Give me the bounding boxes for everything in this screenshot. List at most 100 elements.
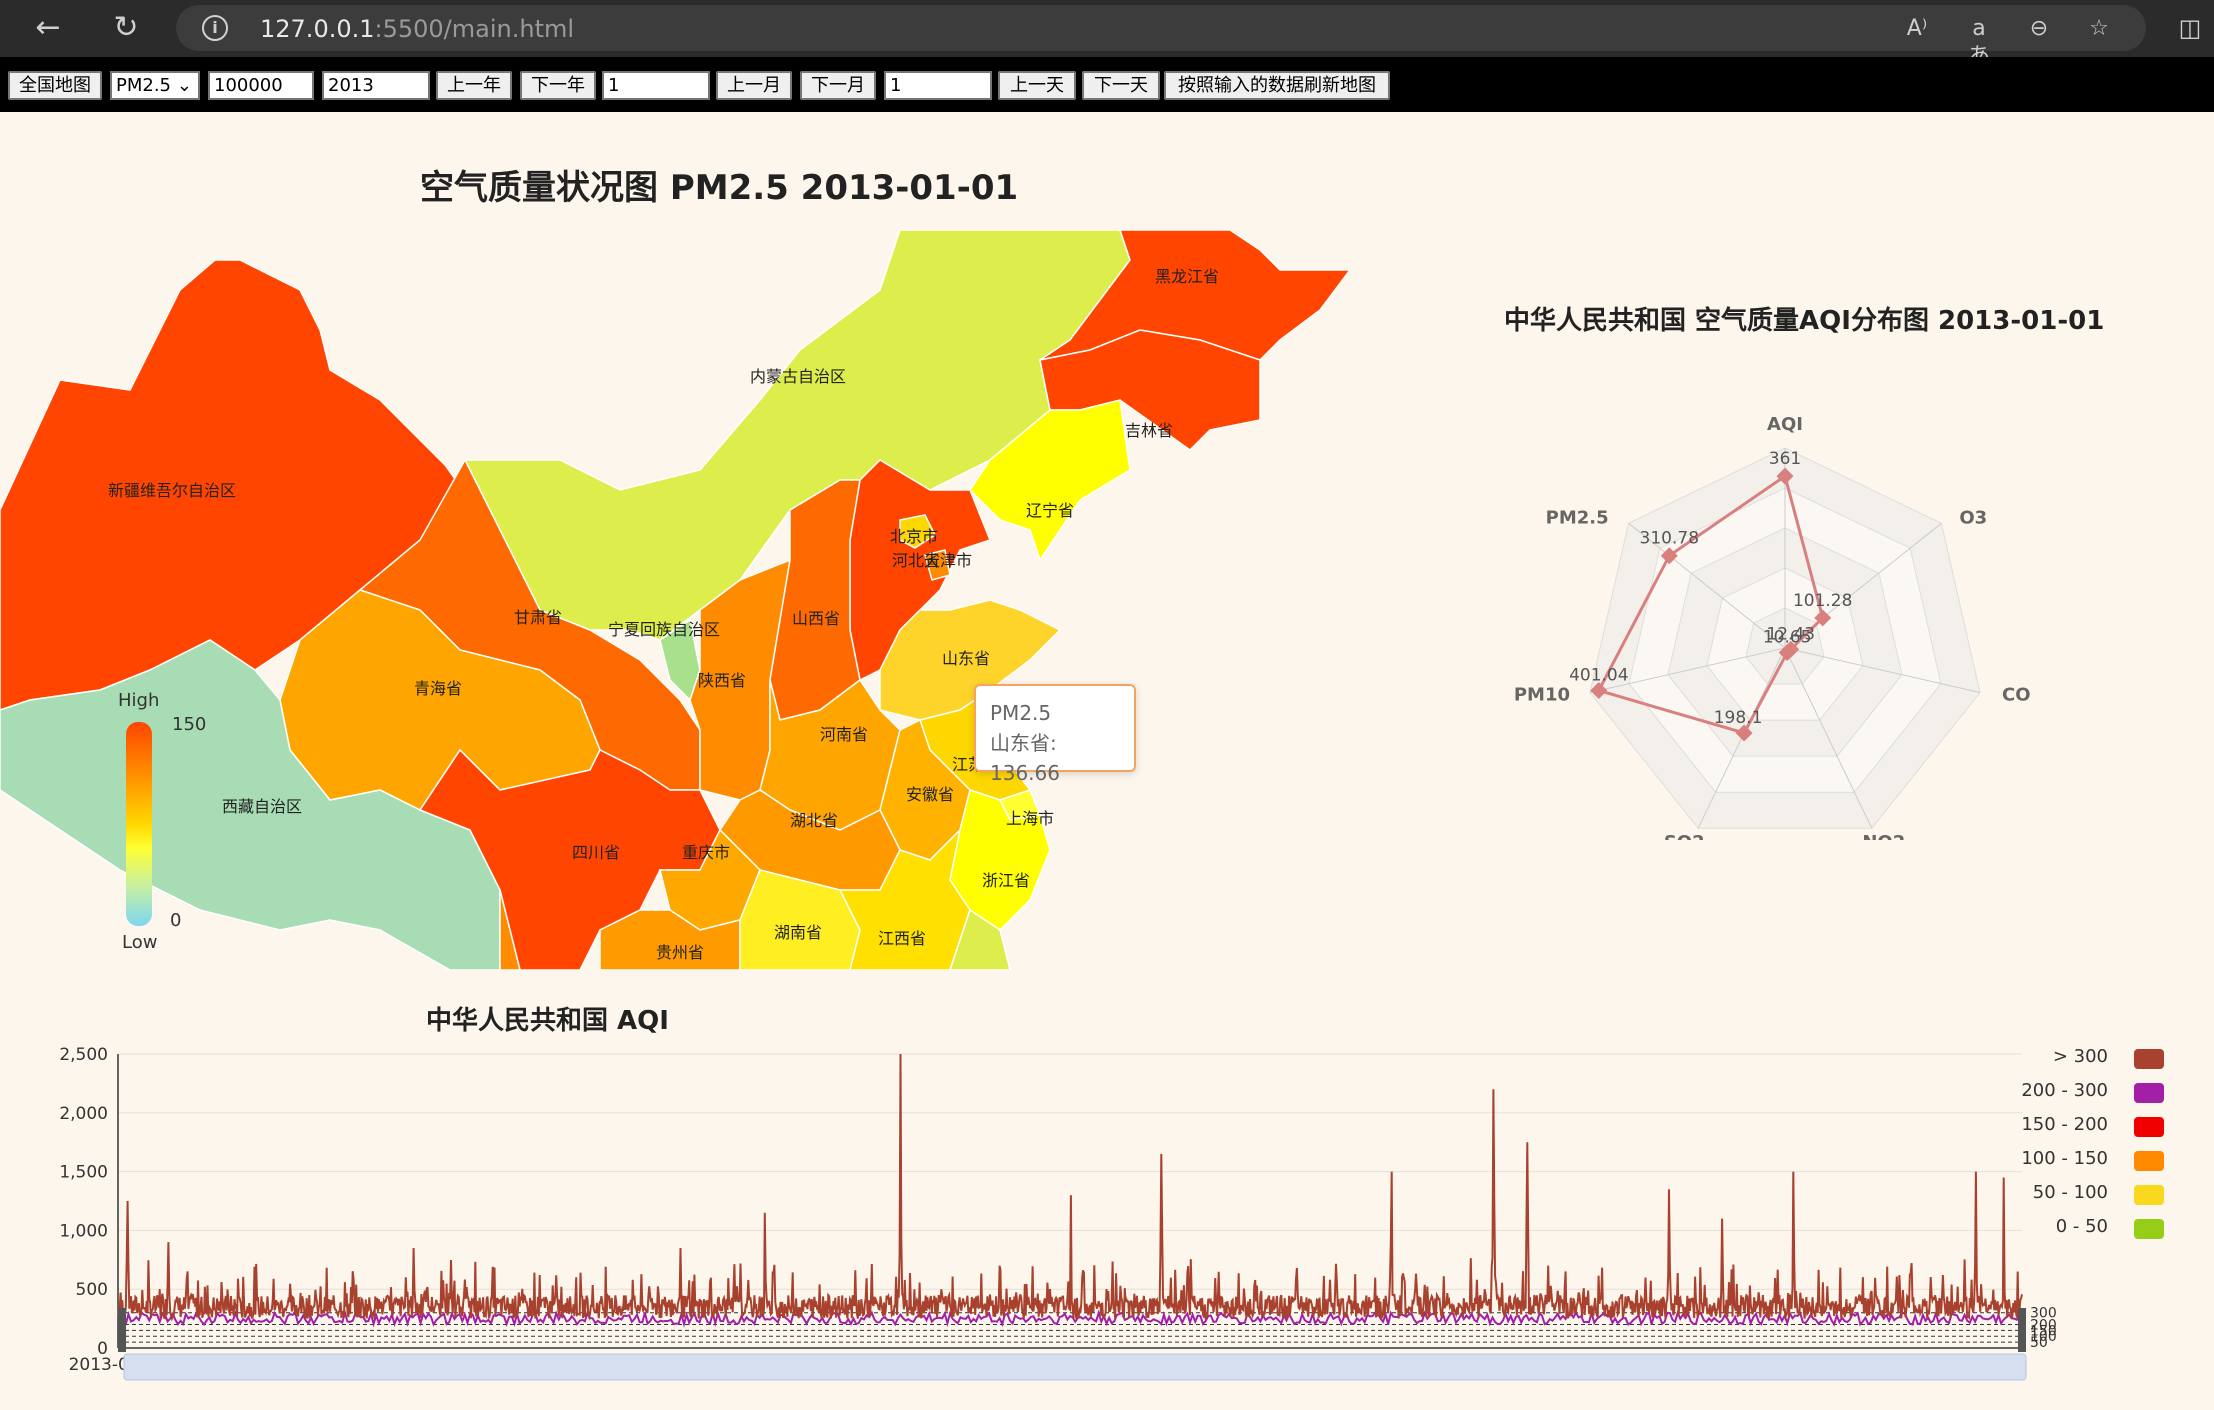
legend-piece-label: 100 - 150 [2021,1148,2108,1169]
split-screen-icon[interactable]: ◫ [2178,14,2202,42]
map-tooltip: PM2.5 山东省: 136.66 [974,684,1136,785]
info-icon[interactable]: i [202,15,228,41]
radar-axis [1784,647,1873,829]
label-shaanxi: 陕西省 [698,671,746,690]
url-text: 127.0.0.1:5500/main.html [260,15,574,43]
url-path: :5500/main.html [374,15,575,43]
label-tianjin: 天津市 [924,551,972,570]
month-input[interactable]: 1 [602,71,710,100]
label-neimenggu: 内蒙古自治区 [750,367,846,386]
visual-map-high-label: High [118,690,160,711]
visual-map-low-label: Low [122,932,158,953]
radar-point [1814,609,1832,627]
legend-piece[interactable]: 0 - 50 [2010,1216,2170,1242]
radar-indicator-label: CO [2002,685,2031,706]
address-bar[interactable]: i 127.0.0.1:5500/main.html A⁾ aあ ⊖ ☆ [176,5,2146,69]
label-hubei: 湖北省 [790,811,838,830]
province-liaoning[interactable] [969,399,1131,562]
data-zoom-slider[interactable] [118,1308,2027,1381]
legend-piece[interactable]: 200 - 300 [2010,1080,2170,1106]
mark-line-label: 150 [2030,1323,2057,1339]
browser-chrome: ← ↻ i 127.0.0.1:5500/main.html A⁾ aあ ⊖ ☆… [0,0,2214,69]
pollutant-select[interactable]: PM2.5 ⌄ [110,71,200,100]
province-tianjin[interactable] [924,549,951,581]
pollutant-select-value: PM2.5 [116,75,172,96]
radar-point [1778,644,1796,662]
url-host: 127.0.0.1 [260,15,375,43]
label-sichuan: 四川省 [572,843,620,862]
province-jiangxi[interactable] [838,827,971,970]
label-xinjiang: 新疆维吾尔自治区 [108,481,236,500]
radar-point [1735,724,1753,742]
zoom-icon[interactable]: ⊖ [2029,16,2049,41]
label-jiangxi: 江西省 [878,929,926,948]
label-hebei: 河北省 [892,551,940,570]
prev-month-button[interactable]: 上一月 [716,71,792,100]
next-day-button[interactable]: 下一天 [1082,71,1160,100]
legend-piece[interactable]: > 300 [2010,1046,2170,1072]
y-tick-label: 1,000 [59,1221,108,1241]
legend-piece-label: > 300 [2052,1046,2108,1067]
radar-title: 中华人民共和国 空气质量AQI分布图 2013-01-01 [1504,306,2105,336]
radar-axis [1784,522,1942,649]
legend-piece-label: 200 - 300 [2021,1080,2108,1101]
radar-value-label: 401.04 [1569,665,1628,685]
radar-axis [1784,647,1981,693]
legend-piece[interactable]: 100 - 150 [2010,1148,2170,1174]
favorite-star-icon[interactable]: ☆ [2089,16,2109,41]
year-input[interactable]: 2013 [322,71,430,100]
visual-map-gradient[interactable] [126,722,152,926]
visual-map-max: 150 [172,714,207,735]
label-beijing: 北京市 [890,527,938,546]
back-arrow-icon[interactable]: ← [35,10,61,45]
radar-indicator-label: SO2 [1664,832,1705,840]
radar-axes [1589,448,1981,829]
prev-year-button[interactable]: 上一年 [436,71,512,100]
province-sichuan[interactable] [418,748,721,970]
province-yunnan[interactable] [499,889,521,970]
label-ningxia: 宁夏回族自治区 [608,620,720,639]
province-guizhou[interactable] [599,909,741,970]
label-shanghai: 上海市 [1006,809,1054,828]
reload-icon[interactable]: ↻ [113,10,139,45]
legend-piece-swatch [2134,1117,2164,1137]
label-shandong: 山东省 [942,649,990,668]
y-tick-label: 2,500 [59,1045,108,1065]
radar-value-label: 198.1 [1714,708,1763,728]
line-series-aqi [117,1053,2023,1322]
national-map-button[interactable]: 全国地图 [8,71,102,100]
province-fujian[interactable] [949,908,1011,970]
line-y-ticks: 2,500 2,000 1,500 1,000 500 0 [59,1045,108,1359]
next-year-button[interactable]: 下一年 [520,71,596,100]
label-shanxi: 山西省 [792,609,840,628]
map-title: 空气质量状况图 PM2.5 2013-01-01 [420,168,1019,208]
y-tick-label: 0 [97,1339,108,1359]
legend-piece[interactable]: 150 - 200 [2010,1114,2170,1140]
translate-icon[interactable]: aあ [1968,16,1990,69]
radar-indicator-label: O3 [1959,507,1987,528]
legend-piece-label: 50 - 100 [2032,1182,2108,1203]
region-code-input[interactable]: 100000 [208,71,314,100]
china-map: 新疆维吾尔自治区 内蒙古自治区 黑龙江省 吉林省 辽宁省 北京市 河北省 天津市… [0,230,1352,970]
day-input[interactable]: 1 [884,71,992,100]
next-month-button[interactable]: 下一月 [800,71,876,100]
radar-value-label: 310.78 [1640,529,1699,549]
data-zoom-handle-left [118,1308,126,1352]
mark-line-label: 200 [2030,1317,2057,1333]
label-hunan: 湖南省 [774,923,822,942]
province-beijing[interactable] [899,514,936,549]
label-heilongjiang: 黑龙江省 [1155,267,1219,286]
chevron-down-icon: ⌄ [176,75,192,96]
mark-line-label: 50 [2030,1335,2048,1351]
refresh-map-button[interactable]: 按照输入的数据刷新地图 [1164,71,1390,100]
y-tick-label: 500 [76,1280,108,1300]
radar-axis [1628,522,1786,649]
legend-piece[interactable]: 50 - 100 [2010,1182,2170,1208]
label-liaoning: 辽宁省 [1026,501,1074,520]
control-toolbar: 全国地图 PM2.5 ⌄ 100000 2013 上一年 下一年 1 上一月 下一… [0,57,2214,112]
tooltip-series: PM2.5 [990,701,1052,725]
prev-day-button[interactable]: 上一天 [998,71,1076,100]
label-chongqing: 重庆市 [682,843,730,862]
read-aloud-icon[interactable]: A⁾ [1906,16,1928,41]
